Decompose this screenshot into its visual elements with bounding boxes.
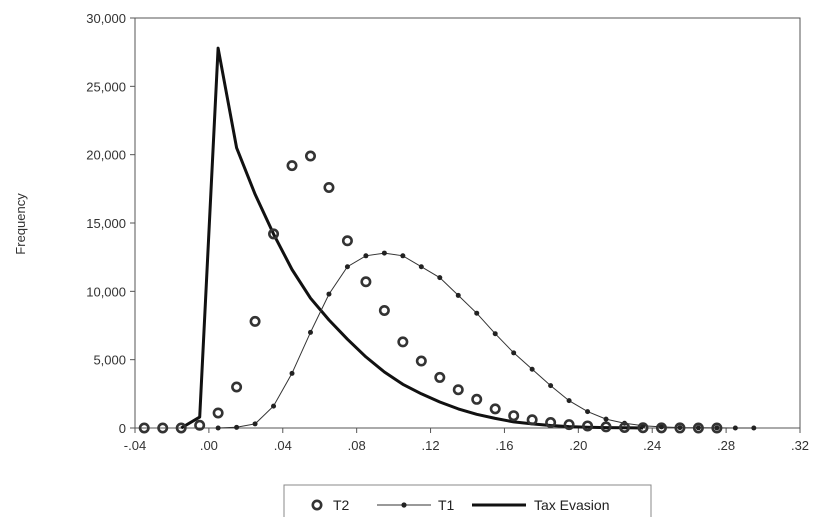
t1-point	[234, 424, 240, 430]
t1-point	[658, 424, 664, 430]
t1-point	[307, 329, 313, 335]
legend-t2-label: T2	[333, 497, 350, 513]
y-tick-label: 30,000	[86, 11, 126, 26]
t2-point	[304, 150, 316, 162]
x-axis-ticks: -.04 .00 .04 .08 .12 .16 .20 .24 .28 .32	[124, 428, 809, 453]
legend-t2-marker	[311, 499, 323, 511]
x-tick-label: .20	[569, 438, 587, 453]
t2-point	[194, 419, 206, 431]
t2-point	[415, 355, 427, 367]
t2-point	[619, 421, 631, 433]
legend-t1-label: T1	[438, 497, 455, 513]
y-axis-ticks: 0 5,000 10,000 15,000 20,000 25,000 30,000	[86, 11, 135, 436]
x-tick-label: .12	[422, 438, 440, 453]
x-tick-label: .08	[348, 438, 366, 453]
y-axis-label: Frequency	[13, 193, 28, 255]
x-tick-label: .16	[495, 438, 513, 453]
t1-point	[695, 425, 701, 431]
t2-point	[175, 422, 187, 434]
t1-point	[492, 331, 498, 337]
t2-point	[138, 422, 150, 434]
t1-point	[585, 409, 591, 415]
t2-point	[378, 304, 390, 316]
t1-point	[566, 398, 572, 404]
t1-point	[363, 253, 369, 259]
y-tick-label: 0	[119, 421, 126, 436]
t1-point	[344, 264, 350, 270]
t1-point	[714, 425, 720, 431]
t1-point	[418, 264, 424, 270]
legend-box	[283, 484, 652, 517]
series-layer	[138, 46, 757, 434]
t2-point	[212, 407, 224, 419]
t2-point	[563, 419, 575, 431]
x-tick-label: .28	[717, 438, 735, 453]
t2-point	[600, 421, 612, 433]
t1-point	[271, 403, 277, 409]
t2-point	[692, 422, 704, 434]
y-tick-label: 5,000	[93, 353, 126, 368]
x-tick-label: -.04	[124, 438, 146, 453]
y-tick-label: 15,000	[86, 216, 126, 231]
t2-point	[341, 235, 353, 247]
t2-point	[231, 381, 243, 393]
t1-point	[732, 425, 738, 431]
x-tick-label: .24	[643, 438, 661, 453]
t2-point	[157, 422, 169, 434]
x-tick-label: .00	[200, 438, 218, 453]
t2-point	[360, 276, 372, 288]
y-tick-label: 20,000	[86, 148, 126, 163]
t1-point	[603, 416, 609, 422]
t1-point	[474, 310, 480, 316]
x-tick-label: .04	[274, 438, 292, 453]
t2-point	[286, 160, 298, 172]
t1-point	[677, 425, 683, 431]
t2-point	[489, 403, 501, 415]
t2-point	[655, 422, 667, 434]
t1-point	[455, 292, 461, 298]
t2-point	[526, 414, 538, 426]
y-tick-label: 10,000	[86, 284, 126, 299]
t1-point	[437, 275, 443, 281]
t1-point	[529, 366, 535, 372]
t1-point	[289, 370, 295, 376]
t2-point	[452, 384, 464, 396]
legend-tax-evasion-label: Tax Evasion	[534, 497, 609, 513]
t2-point	[637, 422, 649, 434]
t1-point	[751, 425, 757, 431]
t2-point	[397, 336, 409, 348]
t2-point	[545, 417, 557, 429]
t1-point	[400, 253, 406, 259]
t1-point	[215, 425, 221, 431]
t2-point	[249, 315, 261, 327]
t2-point	[674, 422, 686, 434]
x-tick-label: .32	[791, 438, 809, 453]
t1-point	[381, 250, 387, 256]
t2-point	[582, 420, 594, 432]
t1-point	[252, 421, 258, 427]
t2-point	[268, 228, 280, 240]
t1-point	[511, 350, 517, 356]
t1-point	[326, 291, 332, 297]
legend-t1-marker	[401, 502, 407, 508]
t2-point	[508, 410, 520, 422]
t2-point	[434, 371, 446, 383]
y-tick-label: 25,000	[86, 79, 126, 94]
t2-point	[711, 422, 723, 434]
t2-point	[471, 393, 483, 405]
legend: T2 T1 Tax Evasion	[283, 484, 652, 517]
t1-point	[548, 383, 554, 389]
t2-point	[323, 181, 335, 193]
